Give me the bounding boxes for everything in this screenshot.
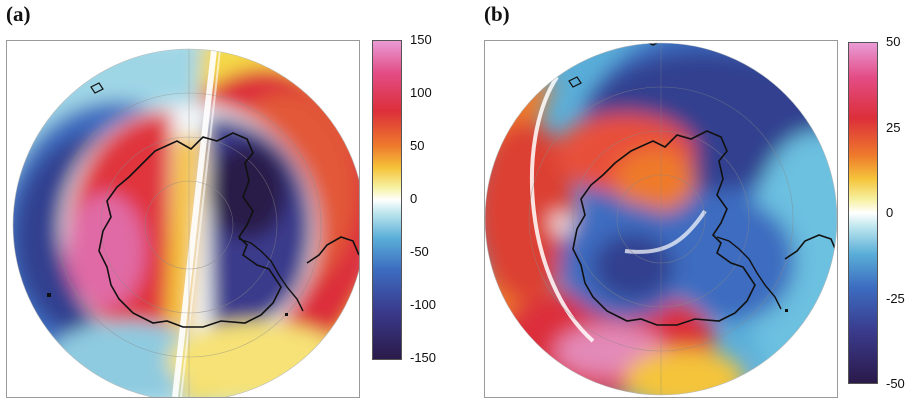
panel-b-label: (b) <box>484 2 510 26</box>
panel-a-tick: -150 <box>410 350 437 365</box>
panel-b-polar-plot <box>485 42 837 396</box>
panel-a-tick: -50 <box>410 244 429 259</box>
panel-a-label: (a) <box>6 2 31 26</box>
panel-b-tick: 25 <box>886 120 901 135</box>
panel-b-tick: 0 <box>886 205 894 220</box>
panel-a-tick: 0 <box>410 191 418 206</box>
panel-a-tick: 100 <box>410 85 432 100</box>
panel-a-tick: 50 <box>410 138 425 153</box>
panel-b-colorbar <box>848 42 878 384</box>
panel-a-map <box>6 40 360 398</box>
panel-a-tick: 150 <box>410 32 432 47</box>
panel-b-map <box>484 40 838 398</box>
panel-a-tick: -100 <box>410 297 437 312</box>
panel-b-tick: -50 <box>886 376 905 391</box>
panel-a-polar-plot <box>12 48 359 397</box>
panel-b-tick: 50 <box>886 34 901 49</box>
panel-a-colorbar <box>372 40 402 360</box>
panel-b-tick: -25 <box>886 291 905 306</box>
